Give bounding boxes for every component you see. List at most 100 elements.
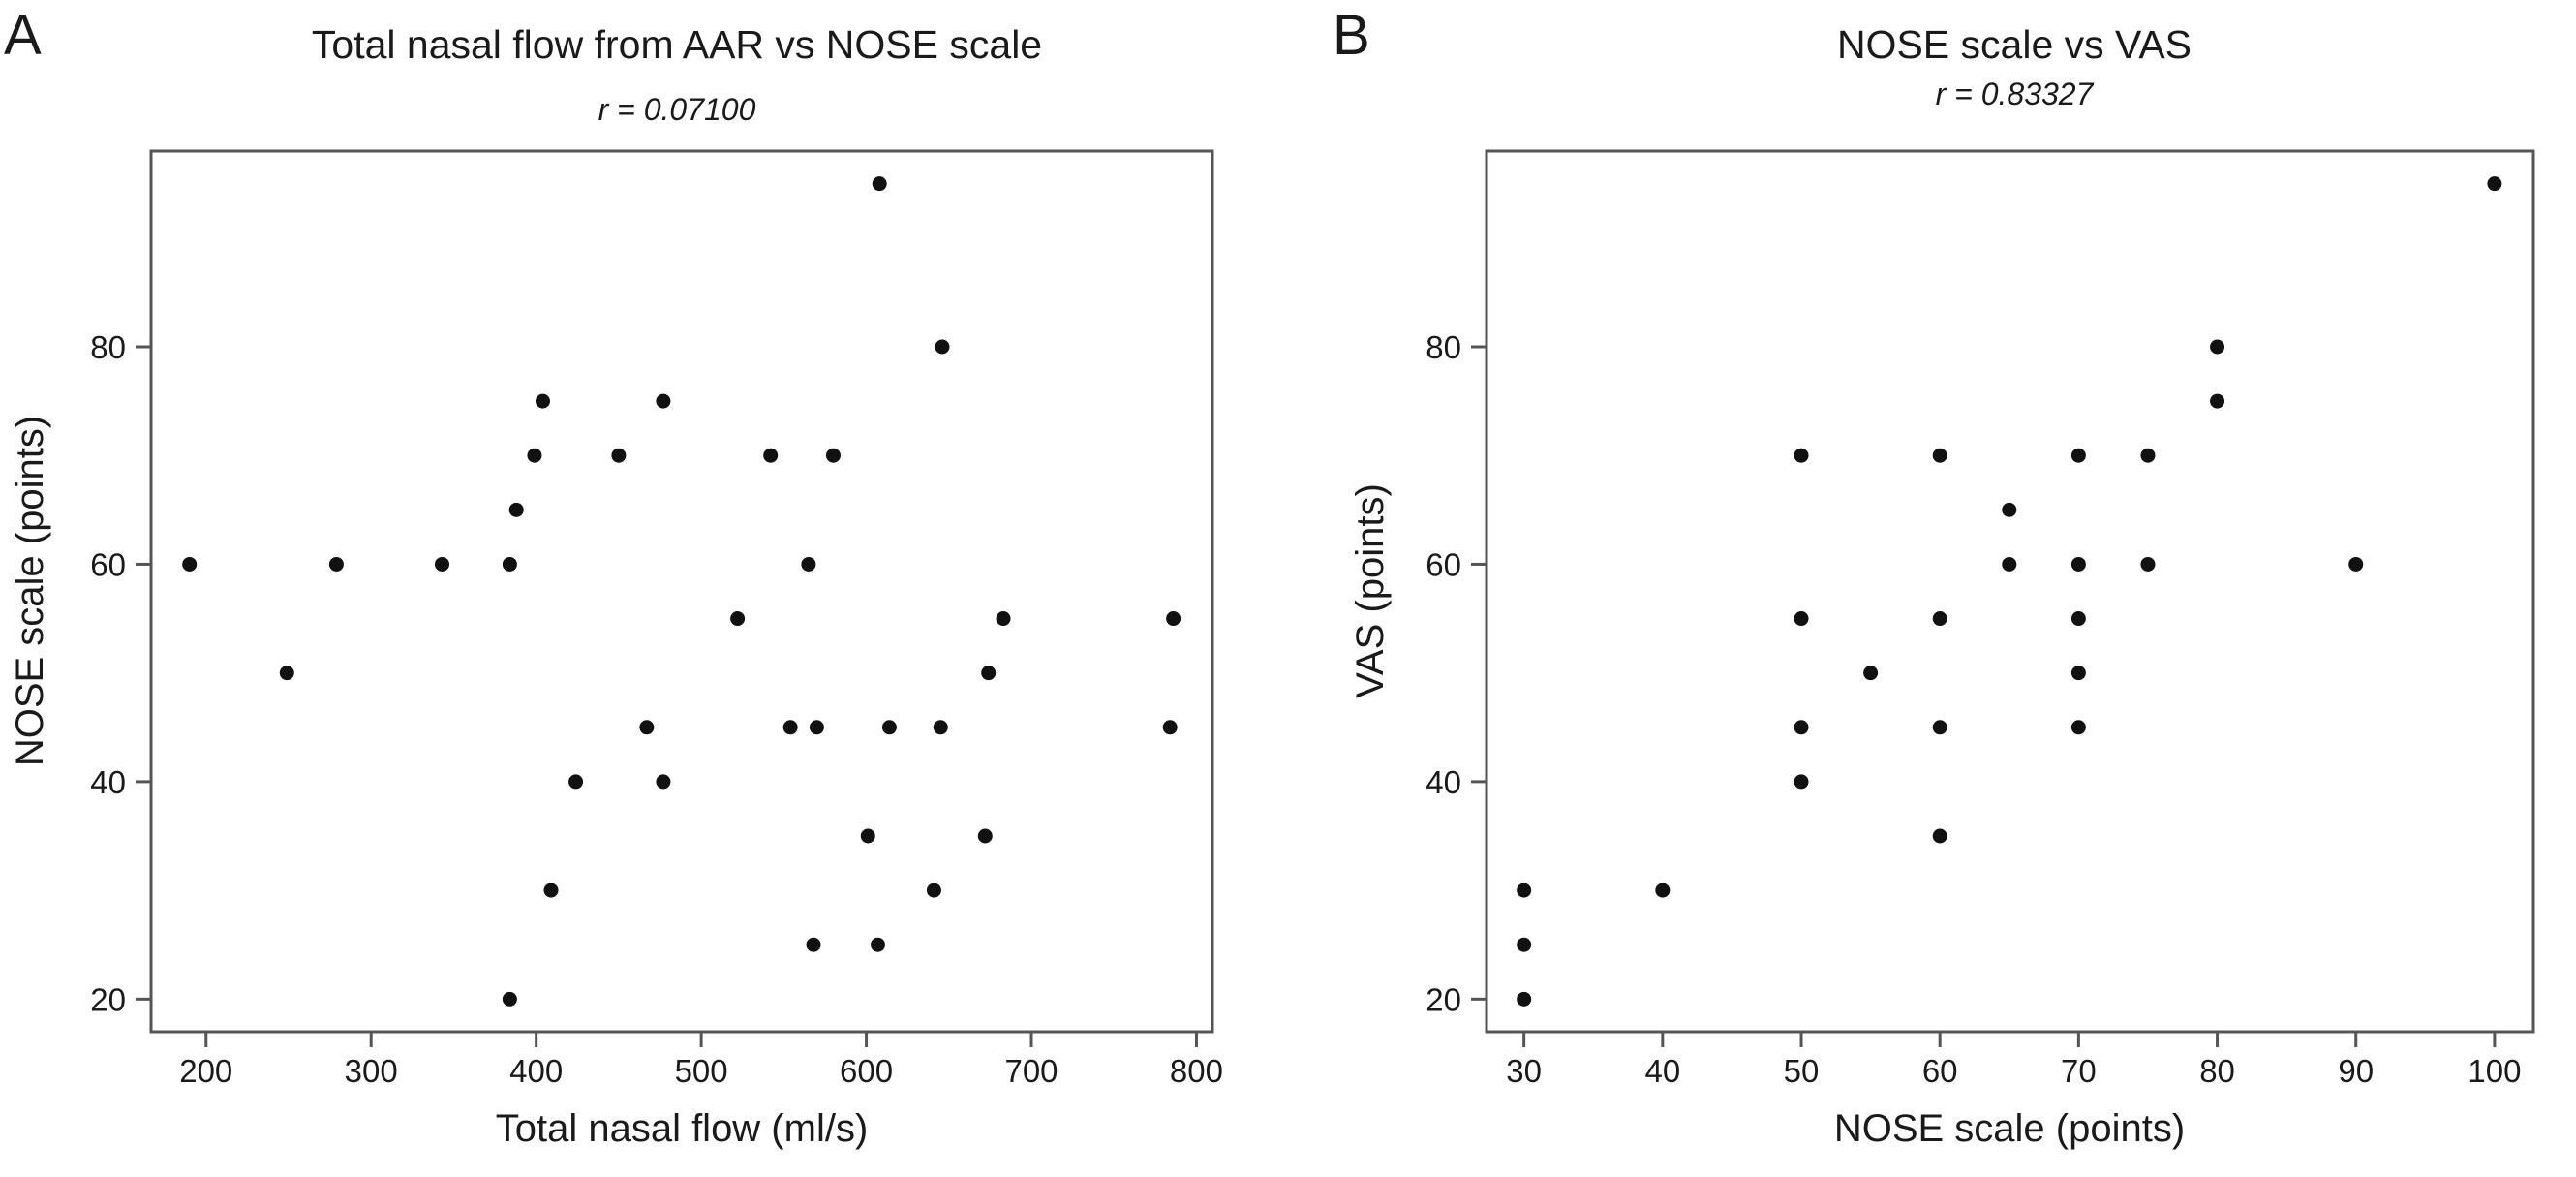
plot-area: 200 300 400 500 600 700 800 20 40 60 80 <box>90 149 1223 1089</box>
panel-label: B <box>1333 4 1370 67</box>
data-point <box>568 774 584 790</box>
x-tick-label: 30 <box>1506 1053 1542 1089</box>
y-axis-label: NOSE scale (points) <box>9 416 51 766</box>
data-point <box>1794 774 1809 790</box>
data-point <box>1932 828 1947 844</box>
data-point <box>763 448 779 463</box>
data-point <box>1932 448 1947 463</box>
data-point <box>1794 720 1809 735</box>
data-point <box>1517 937 1532 952</box>
data-point <box>502 991 517 1007</box>
data-point <box>2070 666 2086 681</box>
x-tick-label: 200 <box>179 1053 232 1089</box>
panel-b: B NOSE scale vs VAS r = 0.83327 NOSE sca… <box>1333 4 2535 1150</box>
data-point <box>1794 611 1809 627</box>
data-point <box>656 774 671 790</box>
data-point <box>981 666 997 681</box>
y-axis-label: VAS (points) <box>1349 483 1392 698</box>
data-point <box>801 556 816 572</box>
data-point <box>508 502 524 517</box>
y-tick-label: 40 <box>1426 764 1461 800</box>
x-tick-label: 60 <box>1922 1053 1958 1089</box>
data-point <box>809 720 824 735</box>
x-tick-label: 300 <box>345 1053 398 1089</box>
x-tick-label: 400 <box>509 1053 563 1089</box>
data-point <box>2487 176 2502 192</box>
data-point <box>2210 393 2225 409</box>
data-point <box>881 720 897 735</box>
data-point <box>933 720 948 735</box>
y-tick-label: 20 <box>90 981 126 1017</box>
x-tick-label: 90 <box>2338 1053 2374 1089</box>
panel-a: A Total nasal flow from AAR vs NOSE scal… <box>4 4 1223 1150</box>
data-point <box>1863 666 1879 681</box>
data-point <box>1517 991 1532 1007</box>
data-point <box>996 611 1011 627</box>
y-tick-label: 80 <box>1426 329 1461 365</box>
data-point <box>1655 883 1671 898</box>
data-point <box>435 556 450 572</box>
y-tick-label: 40 <box>90 764 126 800</box>
data-point <box>1166 611 1181 627</box>
data-point <box>1517 883 1532 898</box>
x-tick-label: 500 <box>675 1053 728 1089</box>
data-point <box>527 448 542 463</box>
data-point <box>870 937 885 952</box>
x-axis-label: NOSE scale (points) <box>1834 1107 2185 1150</box>
data-point <box>656 393 671 409</box>
chart-title: Total nasal flow from AAR vs NOSE scale <box>312 22 1042 67</box>
data-point <box>1932 611 1947 627</box>
data-point <box>543 883 559 898</box>
y-tick-label: 20 <box>1426 981 1461 1017</box>
data-point <box>2348 556 2364 572</box>
data-point <box>860 828 875 844</box>
data-point <box>279 666 294 681</box>
data-point <box>1794 448 1809 463</box>
data-point <box>1162 720 1178 735</box>
data-point <box>825 448 841 463</box>
data-point <box>2070 720 2086 735</box>
data-point <box>730 611 746 627</box>
data-point <box>535 393 550 409</box>
x-tick-label: 600 <box>840 1053 893 1089</box>
data-point <box>2070 448 2086 463</box>
plot-frame <box>149 149 1214 1034</box>
data-point <box>2070 611 2086 627</box>
data-point <box>2002 556 2017 572</box>
data-point <box>2002 502 2017 517</box>
data-point <box>611 448 627 463</box>
x-tick-label: 50 <box>1784 1053 1820 1089</box>
data-point <box>1932 720 1947 735</box>
data-point <box>977 828 993 844</box>
data-point <box>872 176 887 192</box>
data-point <box>2140 556 2156 572</box>
x-axis-label: Total nasal flow (ml/s) <box>496 1107 869 1150</box>
y-tick-label: 60 <box>90 546 126 582</box>
data-point <box>782 720 798 735</box>
plot-frame <box>1485 149 2535 1034</box>
panel-label: A <box>4 4 42 67</box>
x-tick-label: 40 <box>1644 1053 1680 1089</box>
x-tick-label: 70 <box>2061 1053 2097 1089</box>
data-point <box>182 556 198 572</box>
data-point <box>2140 448 2156 463</box>
plot-area: 30 40 50 60 70 80 90 100 20 40 60 80 <box>1426 149 2535 1089</box>
data-point <box>2070 556 2086 572</box>
x-tick-label: 700 <box>1004 1053 1058 1089</box>
data-point <box>639 720 655 735</box>
x-tick-label: 800 <box>1170 1053 1223 1089</box>
y-tick-label: 60 <box>1426 546 1461 582</box>
data-point <box>806 937 821 952</box>
chart-title: NOSE scale vs VAS <box>1837 22 2192 67</box>
correlation-label: r = 0.83327 <box>1936 77 2095 111</box>
x-tick-label: 100 <box>2468 1053 2521 1089</box>
y-tick-label: 80 <box>90 329 126 365</box>
correlation-label: r = 0.07100 <box>598 92 756 127</box>
data-point <box>935 339 950 355</box>
x-tick-label: 80 <box>2199 1053 2235 1089</box>
data-point <box>926 883 941 898</box>
data-point <box>328 556 344 572</box>
data-point <box>2210 339 2225 355</box>
data-point <box>502 556 517 572</box>
